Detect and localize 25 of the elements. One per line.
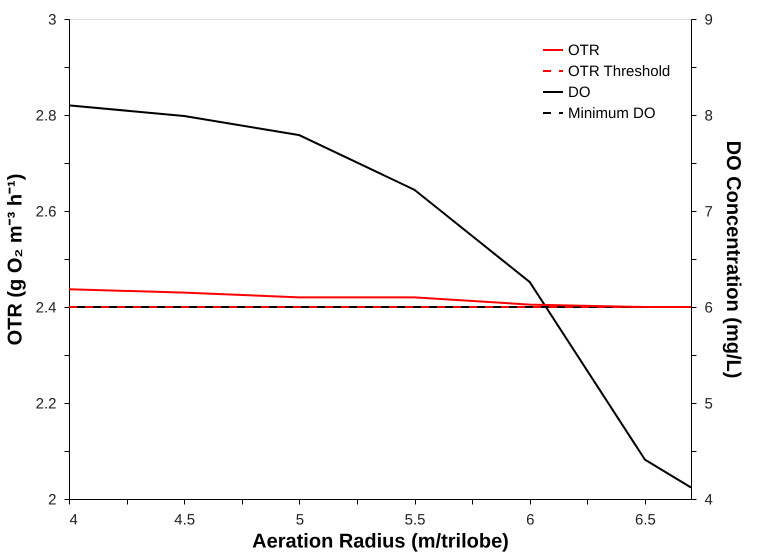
x-axis-title: Aeration Radius (m/trilobe) xyxy=(252,530,509,552)
y2-tick-label: 9 xyxy=(704,12,713,28)
x-tick-label: 5.5 xyxy=(404,512,426,528)
x-tick-label: 4.5 xyxy=(174,512,196,528)
y-axis-title: OTR (g O₂ m⁻³ h⁻¹) xyxy=(4,174,27,346)
legend-label: OTR Threshold xyxy=(568,63,670,80)
legend-label: DO xyxy=(568,84,590,101)
y2-tick-label: 6 xyxy=(704,300,713,316)
legend-label: Minimum DO xyxy=(568,105,656,122)
y-tick-label: 2 xyxy=(48,492,56,508)
y-tick-label: 2.2 xyxy=(36,396,56,412)
y-tick-label: 3 xyxy=(48,12,56,28)
x-tick-label: 6 xyxy=(526,512,534,528)
x-tick-label: 6.5 xyxy=(634,512,656,528)
y-tick-label: 2.4 xyxy=(36,300,56,316)
y2-tick-label: 8 xyxy=(704,108,713,124)
y2-axis-title: DO Concentration (mg/L) xyxy=(722,140,744,378)
x-tick-label: 5 xyxy=(296,512,304,528)
y-tick-label: 2.8 xyxy=(36,108,56,124)
y-tick-label: 2.6 xyxy=(36,204,56,220)
y2-tick-label: 4 xyxy=(704,492,713,508)
legend-label: OTR xyxy=(568,42,600,59)
y2-tick-label: 7 xyxy=(704,204,713,220)
x-tick-label: 4 xyxy=(70,512,78,528)
y2-tick-label: 5 xyxy=(704,396,713,412)
